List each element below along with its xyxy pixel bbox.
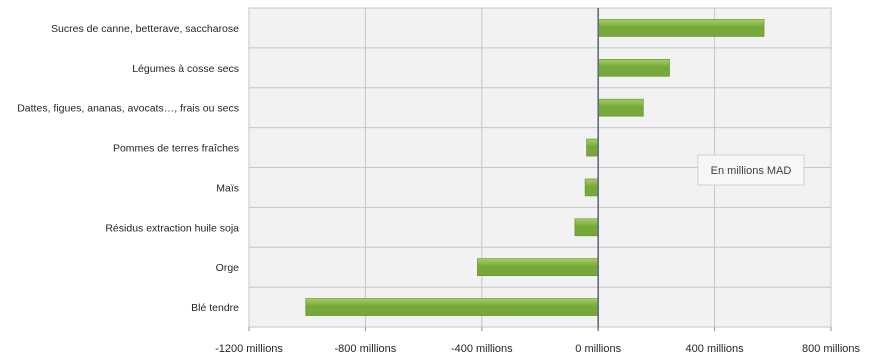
- annotation-box: En millions MAD: [697, 154, 805, 186]
- x-tick-label: 800 millions: [802, 343, 861, 355]
- x-tick-labels: -1200 millions -800 millions -400 millions…: [215, 343, 860, 355]
- bar: [597, 19, 765, 37]
- bar: [477, 258, 599, 276]
- bar: [597, 98, 644, 117]
- x-tick-label: -400 millions: [451, 343, 513, 355]
- x-tick-label: 400 millions: [686, 343, 745, 355]
- annotation-text: En millions MAD: [711, 165, 792, 177]
- bars: [248, 8, 832, 331]
- bar: [586, 138, 599, 157]
- x-tick-label: -800 millions: [335, 343, 397, 355]
- category-label: Pommes de terres fraîches: [113, 143, 239, 155]
- category-label: Résidus extraction huile soja: [105, 222, 239, 234]
- category-label: Légumes à cosse secs: [132, 63, 239, 75]
- bar: [597, 59, 670, 77]
- bar: [305, 298, 599, 316]
- x-tick-label: 0 millions: [575, 343, 621, 355]
- annotation-frame: [697, 154, 805, 186]
- x-tick-label: -1200 millions: [215, 343, 283, 355]
- category-label: Sucres de canne, betterave, saccharose: [51, 23, 239, 35]
- category-label: Blé tendre: [191, 302, 239, 314]
- category-label: Dattes, figues, ananas, avocats…, frais …: [17, 103, 239, 115]
- category-label: Orge: [216, 262, 240, 274]
- bar: [584, 178, 599, 197]
- bar: [574, 218, 599, 237]
- category-label: Maïs: [216, 182, 239, 194]
- grid-lines: [248, 8, 832, 327]
- category-labels: Sucres de canne, betterave, saccharose Lé…: [17, 23, 239, 314]
